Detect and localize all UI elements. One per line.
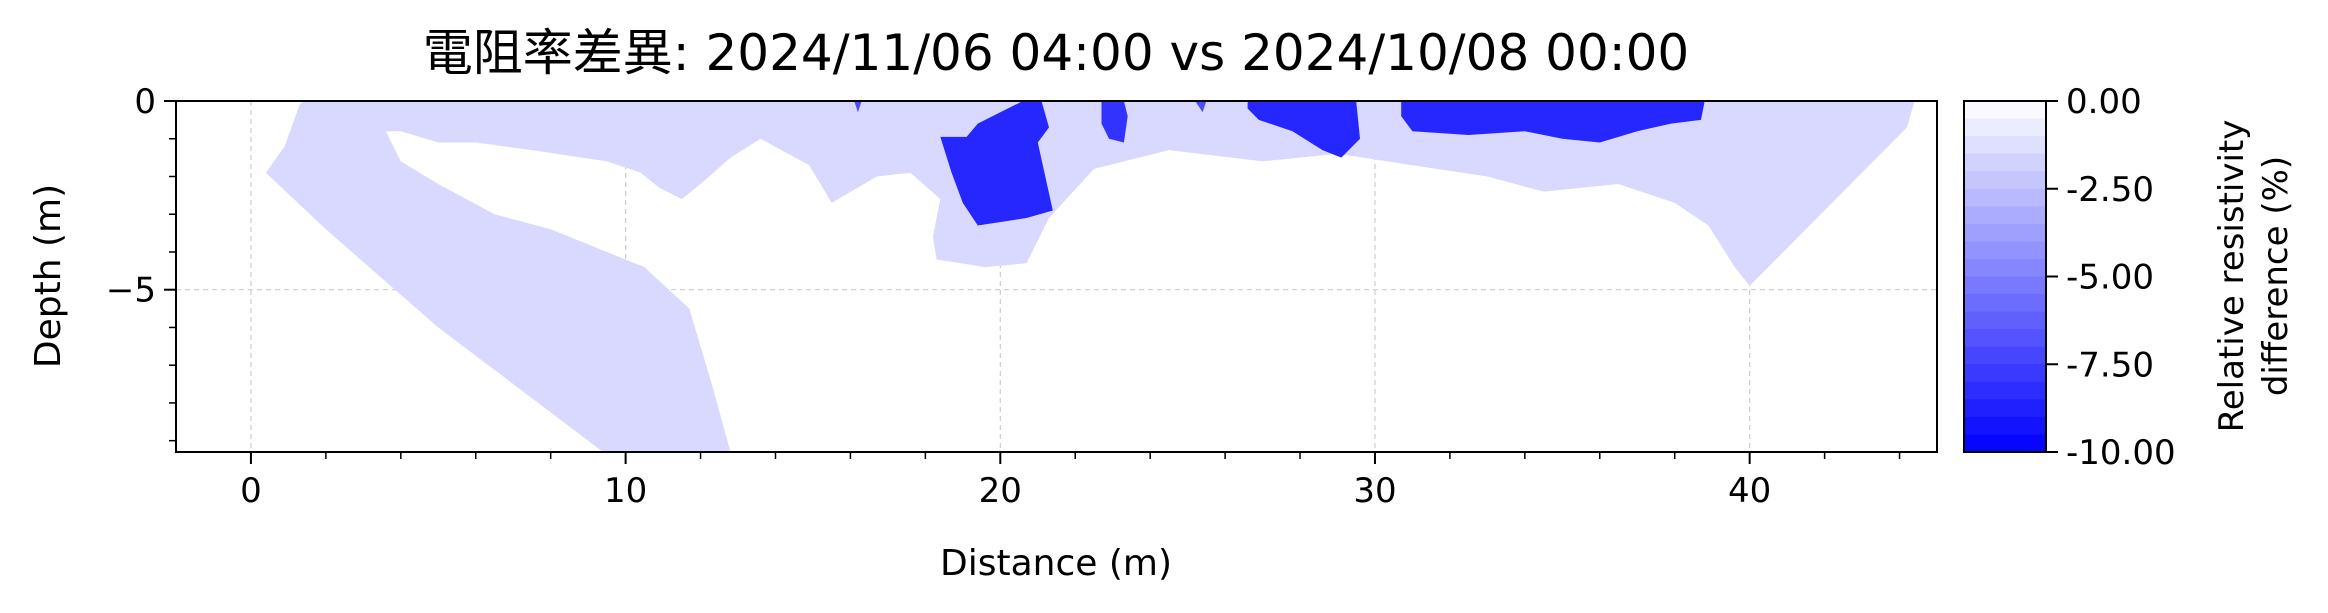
colorbar-band	[1964, 329, 2046, 348]
colorbar-label-line1: Relative resistivity	[2212, 120, 2252, 433]
colorbar-ticks: 0.00 -2.50 -5.00 -7.50 -10.00	[2046, 82, 2176, 473]
colorbar-tick-label: 0.00	[2066, 82, 2142, 122]
colorbar-band	[1964, 101, 2046, 120]
contour-regions-front	[854, 101, 1705, 226]
contour-region-core-16m	[854, 101, 862, 113]
colorbar-band	[1964, 399, 2046, 418]
colorbar-tick-label: -7.50	[2066, 345, 2154, 385]
y-tick-label: 0	[134, 82, 156, 122]
contour-region-light-envelope	[265, 101, 1915, 452]
colorbar-band	[1964, 223, 2046, 242]
x-tick-label: 10	[604, 471, 647, 511]
colorbar-band	[1964, 364, 2046, 383]
y-axis-label: Depth (m)	[28, 184, 69, 368]
colorbar-band	[1964, 188, 2046, 207]
x-axis-ticks: 0 10 20 30 40	[240, 452, 1901, 511]
colorbar-band	[1964, 206, 2046, 225]
colorbar-band	[1964, 381, 2046, 400]
y-axis-ticks: 0 −5	[106, 82, 176, 442]
colorbar-band	[1964, 311, 2046, 330]
chart-title: 電阻率差異: 2024/11/06 04:00 vs 2024/10/08 00…	[423, 24, 1690, 82]
y-tick-label: −5	[106, 271, 156, 311]
contour-region-core-27-29m	[1247, 101, 1360, 158]
colorbar-band	[1964, 434, 2046, 453]
plot-frame	[175, 100, 1938, 453]
x-axis-label: Distance (m)	[940, 543, 1172, 584]
colorbar-band	[1964, 416, 2046, 436]
plot-area: 0 10 20 30 40 0 −5	[106, 82, 1938, 511]
contour-region-core-20m	[940, 101, 1053, 226]
colorbar: 0.00 -2.50 -5.00 -7.50 -10.00 Relative resis…	[1963, 82, 2296, 473]
x-tick-label: 40	[1728, 471, 1771, 511]
colorbar-band	[1964, 136, 2046, 155]
contour-region-core-31-39m	[1401, 101, 1705, 143]
x-tick-label: 20	[979, 471, 1022, 511]
colorbar-band	[1964, 118, 2046, 137]
colorbar-band	[1964, 241, 2046, 260]
colorbar-bands	[1964, 101, 2046, 453]
colorbar-label-line2: difference (%)	[2256, 156, 2296, 396]
colorbar-band	[1964, 153, 2046, 172]
colorbar-band	[1964, 276, 2046, 295]
contour-region-core-23m	[1101, 101, 1128, 143]
contour-region-core-25m	[1195, 101, 1207, 113]
contour-regions-back	[265, 101, 1915, 452]
colorbar-tick-label: -10.00	[2066, 433, 2176, 473]
colorbar-tick-label: -2.50	[2066, 170, 2154, 210]
colorbar-band	[1964, 294, 2046, 313]
x-tick-label: 30	[1353, 471, 1396, 511]
colorbar-band	[1964, 171, 2046, 190]
colorbar-band	[1964, 258, 2046, 278]
colorbar-tick-label: -5.00	[2066, 258, 2154, 298]
x-tick-label: 0	[240, 471, 262, 511]
colorbar-band	[1964, 346, 2046, 365]
